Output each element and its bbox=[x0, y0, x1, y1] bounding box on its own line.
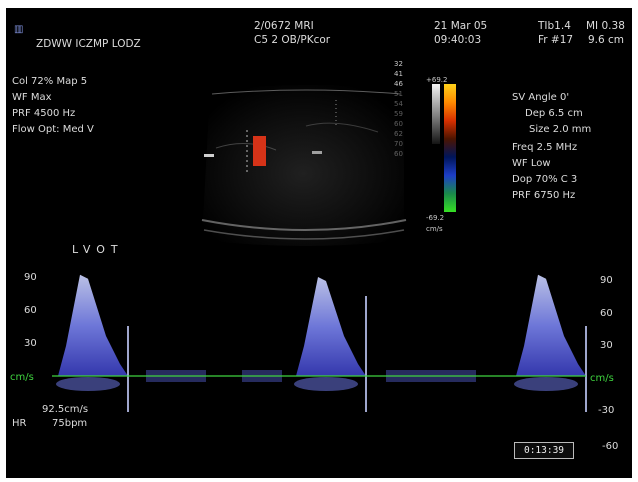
right-scale-neg60: -60 bbox=[602, 441, 619, 452]
prf-param: PRF 4500 Hz bbox=[12, 108, 76, 119]
spectral-doppler-trace bbox=[56, 274, 587, 412]
mini-scale-tick: 32 bbox=[394, 60, 403, 68]
reverse-flow bbox=[294, 377, 358, 391]
reverse-flow bbox=[514, 377, 578, 391]
right-scale-30: 30 bbox=[600, 340, 613, 351]
color-scale-bar bbox=[444, 84, 456, 212]
heart-rate-value: 75bpm bbox=[52, 418, 88, 429]
sv-angle: SV Angle 0' bbox=[512, 92, 570, 103]
left-scale-90: 90 bbox=[24, 272, 37, 283]
left-scale-30: 30 bbox=[24, 338, 37, 349]
institution-name: ZDWW ICZMP LODZ bbox=[36, 38, 141, 50]
grayscale-bar bbox=[432, 84, 440, 144]
sample-depth: Dep 6.5 cm bbox=[525, 108, 583, 119]
peak-velocity-readout: 92.5cm/s bbox=[42, 404, 89, 415]
ultrasound-screen: ▥ ZDWW ICZMP LODZ 2/0672 MRI C5 2 OB/PKc… bbox=[6, 8, 632, 478]
left-scale-unit: cm/s bbox=[10, 372, 34, 383]
color-bar-top-value: +69.2 bbox=[426, 76, 448, 84]
image-depth: 9.6 cm bbox=[588, 34, 625, 46]
logo-icon: ▥ bbox=[14, 24, 24, 35]
exam-date: 21 Mar 05 bbox=[434, 20, 488, 32]
mechanical-index: MI 0.38 bbox=[586, 20, 625, 32]
color-doppler-flow bbox=[253, 136, 266, 166]
thermal-index: TIb1.4 bbox=[538, 20, 571, 32]
ultrasound-graphics bbox=[52, 84, 587, 412]
doppler-wall-filter: WF Low bbox=[512, 158, 551, 169]
wall-filter-param: WF Max bbox=[12, 92, 52, 103]
flow-opt-param: Flow Opt: Med V bbox=[12, 124, 94, 135]
doppler-gain: Dop 70% C 3 bbox=[512, 174, 578, 185]
timestamp-box: 0:13:39 bbox=[514, 442, 574, 459]
reverse-flow bbox=[56, 377, 120, 391]
mini-scale-tick: 46 bbox=[394, 80, 403, 88]
left-scale-60: 60 bbox=[24, 305, 37, 316]
heart-rate-label: HR bbox=[12, 418, 27, 429]
color-bar-unit: cm/s bbox=[426, 225, 443, 233]
b-mode-image bbox=[201, 85, 407, 246]
lvot-label: LVOT bbox=[72, 243, 124, 256]
systolic-envelope bbox=[296, 277, 366, 376]
exam-time: 09:40:03 bbox=[434, 34, 482, 46]
systolic-envelope bbox=[58, 274, 128, 376]
color-bar-bottom-value: -69.2 bbox=[426, 214, 445, 222]
frame-number: Fr #17 bbox=[538, 34, 574, 46]
preset-label: C5 2 OB/PKcor bbox=[254, 34, 331, 46]
patient-id: 2/0672 MRI bbox=[254, 20, 314, 32]
frequency: Freq 2.5 MHz bbox=[512, 142, 578, 153]
right-scale-60: 60 bbox=[600, 308, 613, 319]
right-scale-90: 90 bbox=[600, 275, 613, 286]
sample-size: Size 2.0 mm bbox=[529, 124, 592, 135]
color-param: Col 72% Map 5 bbox=[12, 76, 88, 87]
doppler-prf: PRF 6750 Hz bbox=[512, 190, 576, 201]
mini-scale-tick: 41 bbox=[394, 70, 403, 78]
systolic-envelope bbox=[516, 274, 586, 376]
velocity-color-bar bbox=[432, 84, 456, 212]
right-scale-unit: cm/s bbox=[590, 373, 614, 384]
right-scale-neg30: -30 bbox=[598, 405, 615, 416]
